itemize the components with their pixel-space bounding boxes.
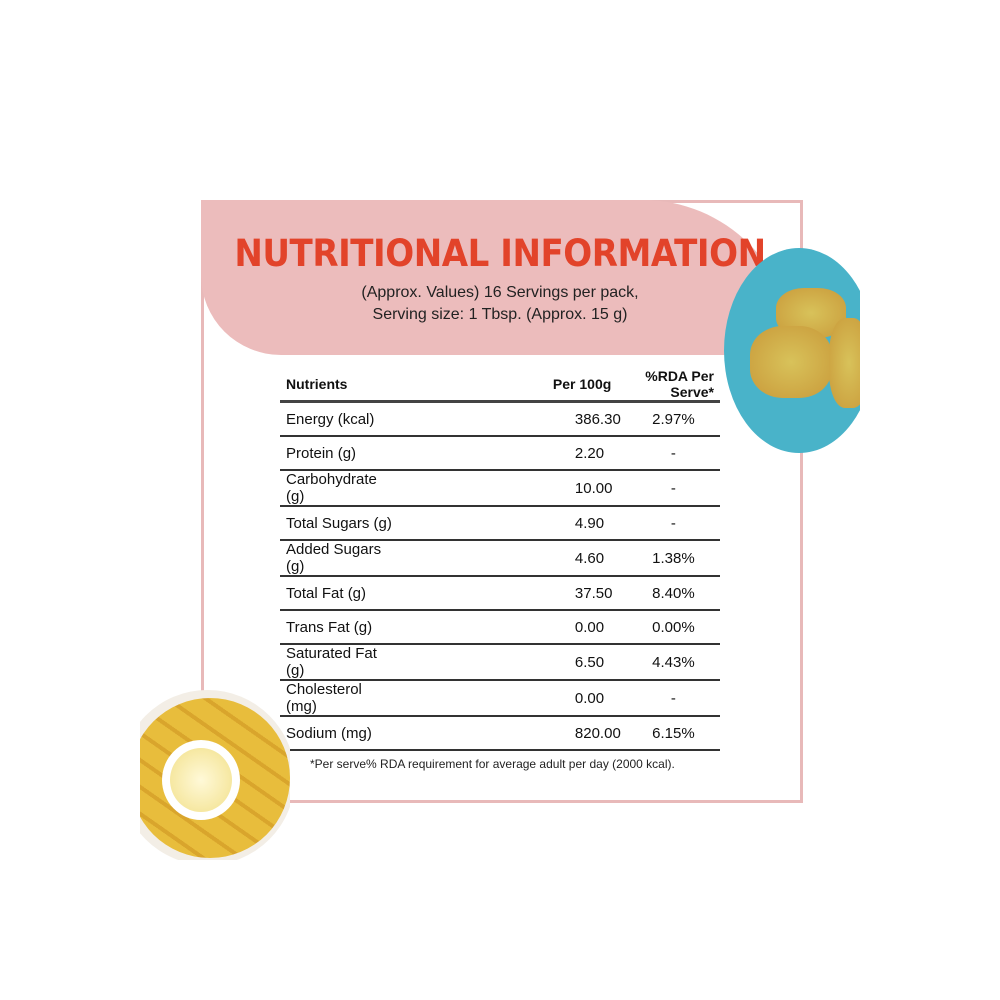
header-per-100g: Per 100g [392, 368, 621, 403]
rda-value: - [620, 506, 720, 541]
nutrient-name: Trans Fat (g) [280, 610, 393, 645]
garlic-bread-plate-image [724, 248, 860, 453]
per-100g-value: 386.30 [392, 401, 621, 437]
rda-value: 2.97% [620, 401, 720, 437]
table-row: Total Fat (g) 37.50 8.40% [280, 576, 720, 611]
nutrient-name: Total Fat (g) [280, 576, 393, 611]
nutrient-name: Sodium (mg) [280, 716, 393, 751]
nutrient-name: Protein (g) [280, 436, 393, 471]
subtitle-line: (Approx. Values) 16 Servings per pack, [361, 284, 639, 301]
per-100g-value: 4.90 [392, 506, 621, 541]
table-row: Carbohydrate (g) 10.00- [280, 470, 720, 507]
table-row: Added Sugars (g) 4.60 1.38% [280, 540, 720, 577]
per-100g-value: 0.00 [392, 680, 621, 717]
page-title: NUTRITIONAL INFORMATION [234, 232, 766, 275]
per-100g-value: 0.00 [392, 610, 621, 645]
header-banner [201, 200, 793, 355]
table-row: Protein (g) 2.20- [280, 436, 720, 471]
per-100g-value: 10.00 [392, 470, 621, 507]
rda-value: 0.00% [620, 610, 720, 645]
per-100g-value: 6.50 [392, 644, 621, 681]
subtitle-line: Serving size: 1 Tbsp. (Approx. 15 g) [372, 306, 628, 323]
nutrient-name: Cholesterol (mg) [280, 680, 393, 717]
per-100g-value: 2.20 [392, 436, 621, 471]
rda-value: 8.40% [620, 576, 720, 611]
table-row: Energy (kcal) 386.30 2.97% [280, 401, 720, 437]
per-100g-value: 4.60 [392, 540, 621, 577]
rda-value: 4.43% [620, 644, 720, 681]
nutrient-name: Total Sugars (g) [280, 506, 393, 541]
table-row: Trans Fat (g) 0.00 0.00% [280, 610, 720, 645]
rda-value: - [620, 680, 720, 717]
per-100g-value: 820.00 [392, 716, 621, 751]
nachos-bowl-image [140, 690, 290, 860]
footnote: *Per serve% RDA requirement for average … [310, 757, 675, 771]
table-row: Total Sugars (g) 4.90- [280, 506, 720, 541]
rda-value: - [620, 470, 720, 507]
per-100g-value: 37.50 [392, 576, 621, 611]
table-row: Sodium (mg) 820.00 6.15% [280, 716, 720, 751]
table-row: Saturated Fat (g) 6.50 4.43% [280, 644, 720, 681]
table-header-row: Nutrients Per 100g %RDA Per Serve* [280, 368, 720, 403]
nutrition-table: Nutrients Per 100g %RDA Per Serve* Energ… [280, 368, 720, 751]
header-nutrients: Nutrients [280, 368, 393, 403]
nutrient-name: Saturated Fat (g) [280, 644, 393, 681]
nutrient-name: Energy (kcal) [280, 401, 393, 437]
nutrient-name: Added Sugars (g) [280, 540, 393, 577]
header-rda: %RDA Per Serve* [620, 368, 720, 403]
subtitle: (Approx. Values) 16 Servings per pack, S… [200, 282, 800, 326]
rda-value: - [620, 436, 720, 471]
nutrient-name: Carbohydrate (g) [280, 470, 393, 507]
table-row: Cholesterol (mg) 0.00- [280, 680, 720, 717]
rda-value: 6.15% [620, 716, 720, 751]
rda-value: 1.38% [620, 540, 720, 577]
